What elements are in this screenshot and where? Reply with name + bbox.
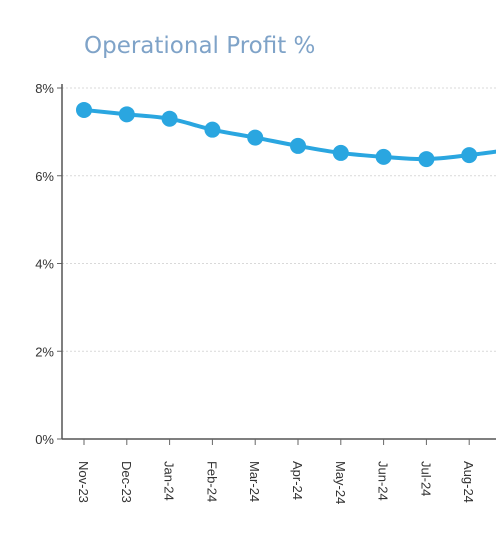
data-point[interactable] xyxy=(418,151,435,168)
y-tick-label: 8% xyxy=(35,81,54,96)
x-tick-label: Jun-24 xyxy=(376,461,391,501)
series-line xyxy=(82,107,496,162)
x-tick-label: May-24 xyxy=(333,461,348,504)
data-point[interactable] xyxy=(461,147,478,164)
x-tick-label: Jul-24 xyxy=(418,461,433,496)
data-point[interactable] xyxy=(204,121,221,138)
y-tick-label: 2% xyxy=(35,344,54,359)
chart-title: Operational Profit % xyxy=(84,33,316,59)
data-point[interactable] xyxy=(332,144,349,161)
x-tick-label: Mar-24 xyxy=(247,461,262,502)
data-point[interactable] xyxy=(118,106,135,123)
y-tick-label: 0% xyxy=(35,432,54,447)
y-tick-labels: 0% 2% 4% 6% 8% xyxy=(35,81,54,447)
y-tick-label: 6% xyxy=(35,169,54,184)
series xyxy=(76,101,496,168)
x-tick-label: Feb-24 xyxy=(204,461,219,502)
axes xyxy=(57,84,496,445)
data-point[interactable] xyxy=(76,101,92,118)
x-tick-label: Apr-24 xyxy=(290,461,305,500)
data-point[interactable] xyxy=(247,129,264,146)
data-point[interactable] xyxy=(161,110,178,127)
data-point[interactable] xyxy=(290,137,306,154)
grid-lines xyxy=(62,87,496,352)
x-tick-label: Aug-24 xyxy=(461,461,476,503)
y-tick-label: 4% xyxy=(35,257,54,272)
x-tick-labels: Nov-23 Dec-23 Jan-24 Feb-24 Mar-24 Apr-24 May-… xyxy=(76,461,476,504)
data-point[interactable] xyxy=(375,148,392,165)
x-tick-label: Nov-23 xyxy=(76,461,91,503)
x-tick-label: Jan-24 xyxy=(162,461,177,501)
x-tick-label: Dec-23 xyxy=(119,461,134,503)
